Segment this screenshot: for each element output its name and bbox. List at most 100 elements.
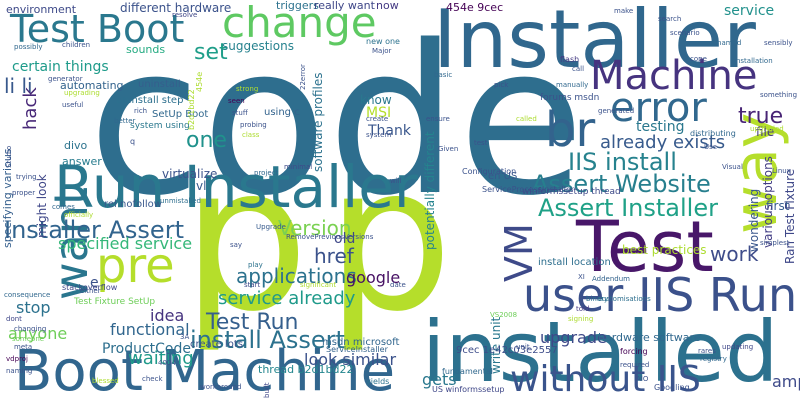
word-generator: generator [48, 75, 83, 83]
word-unit: unit [516, 343, 530, 351]
word-set: set [194, 40, 228, 65]
word-major: Major [372, 47, 392, 55]
word-create: create [366, 115, 389, 123]
word-minimal: minimal [284, 163, 313, 171]
word-play: play [248, 261, 263, 269]
word-service-already: service already [218, 288, 356, 309]
word-workaround: workaround [200, 383, 242, 391]
word-test-fixture-setup: Test Fixture SetUp [74, 297, 156, 307]
word-cope: cope [690, 55, 707, 63]
word-google: google [346, 268, 401, 287]
word-thread-b2d1bd22: thread b2d1bd22 [258, 363, 354, 376]
word-visual: Visual [722, 163, 743, 171]
word-resolve: resolve [172, 11, 198, 19]
word-already-exists: already exists [600, 132, 726, 153]
word-file: file [756, 125, 775, 139]
word-wondering: wondering [747, 188, 761, 252]
word-p: p [182, 123, 309, 356]
word-upgrade: upgrade [540, 328, 607, 347]
word-know: know [360, 93, 392, 107]
word-machine: Machine [590, 53, 758, 99]
word-renamed: renamed [710, 39, 742, 47]
word-trying: trying [16, 173, 37, 181]
word-will: will [390, 177, 402, 185]
word-change: change [222, 0, 377, 47]
word-unmistalled: unmistalled [160, 197, 201, 205]
word-rares: rares [698, 347, 716, 355]
word-best-practices: best practices [622, 243, 707, 257]
word-stackoverflow: stackoverflow [62, 283, 118, 292]
word-start: start [244, 281, 261, 289]
word-serviceinstaller: ServiceInstaller [326, 345, 388, 354]
word-vl: vl [196, 179, 207, 193]
word-proper: proper [12, 189, 36, 197]
word-vdproj: vdproj [6, 355, 28, 363]
word-productcode: ProductCode [102, 341, 191, 357]
word-significant: significant [300, 281, 337, 289]
word-iis-install: IIS install [568, 148, 677, 176]
word-vm: VM [497, 223, 541, 282]
word-installer: Installer [433, 0, 756, 86]
word-check: check [142, 375, 163, 383]
word-updating: updating [722, 343, 754, 351]
word-distributing: distributing [690, 129, 736, 138]
word-naming: naming [6, 367, 33, 375]
word-thank: Thank [368, 123, 411, 139]
word-called: called [516, 115, 537, 123]
word-work: work [710, 242, 759, 266]
word-someone: someone [12, 335, 45, 343]
word-linux: Linux [772, 167, 791, 175]
word-q: q [130, 137, 136, 146]
word-upgrading: upgrading [64, 89, 100, 97]
word-addendum: Addendum [592, 275, 630, 283]
word-forums-msdn: forums msdn [540, 93, 600, 103]
word-strong: strong [236, 85, 259, 93]
word-waiting: waiting [128, 348, 194, 369]
word-run-installer: Run Installer [54, 153, 418, 221]
word-comes: comes [52, 203, 75, 211]
word-br: br [545, 102, 596, 158]
word-idea: idea [150, 306, 185, 325]
word-configuration: Configuration [462, 167, 517, 176]
word-yields: yields [366, 377, 390, 386]
word-upgrade-small: Upgrade [256, 223, 286, 231]
word-one: one [186, 128, 227, 153]
word-automating: automating [60, 79, 124, 92]
word-boot-machine: Boot Machine [14, 339, 396, 400]
word-specified-service: specified service [58, 234, 193, 253]
word-testing: testing [636, 119, 685, 135]
word-consequence: consequence [4, 291, 51, 299]
word-setup-boot: SetUp Boot [152, 109, 209, 120]
word-installer-assert: Installer Assert [4, 216, 184, 244]
word-required: required [620, 361, 650, 369]
word-fundamental: fundamental [442, 367, 493, 376]
word-msi: MSI [366, 105, 392, 121]
word-useful: useful [62, 101, 84, 109]
word-might-look: might look [35, 174, 49, 238]
word-date: date [390, 281, 406, 289]
word-winformssetup-thread: winformssetup thread [522, 187, 621, 197]
word-user-iis-run: user IIS Run [523, 268, 798, 322]
word-applications: applications [236, 264, 357, 288]
word-signing: signing [568, 315, 594, 323]
word-ensure: ensure [426, 115, 450, 123]
word-probing: probing [240, 121, 267, 129]
word-given: Given [438, 145, 459, 153]
word-ran-test-fixture: Ran Test Fixture [783, 168, 797, 264]
word-454e: 454e [195, 71, 204, 92]
word-installation: installation [734, 57, 773, 65]
word-children: children [62, 41, 91, 49]
word-better: better [114, 117, 136, 125]
word-removepreviousversions: RemovePreviousVersions [286, 233, 374, 241]
word-system-using: system using [130, 121, 190, 131]
word-meta: meta [14, 343, 33, 351]
word-told: told [576, 305, 590, 313]
word-customisations: customisations [598, 295, 651, 303]
word-hardware-software: hardware software [598, 331, 701, 344]
word-different-hardware: different hardware [120, 1, 232, 15]
word-officially: officially [64, 211, 94, 219]
word-version: Version [278, 216, 352, 240]
word-aio: AIO [636, 375, 649, 383]
word-22error: 22error [299, 64, 307, 90]
word-blessed: blessed [92, 377, 119, 385]
